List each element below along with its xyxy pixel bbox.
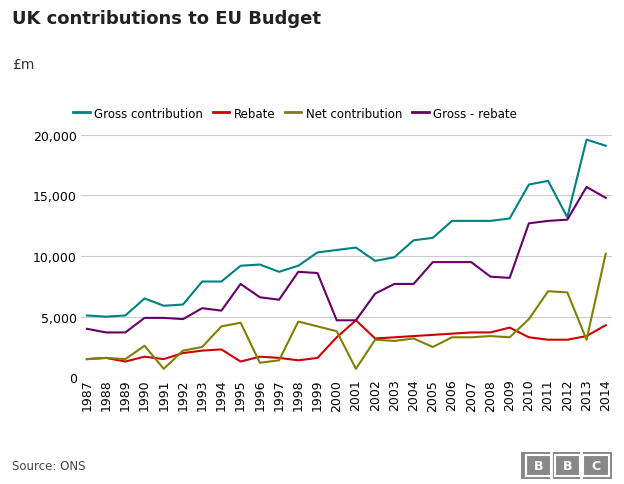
- FancyBboxPatch shape: [525, 455, 551, 476]
- FancyBboxPatch shape: [555, 455, 580, 476]
- Text: B: B: [562, 459, 572, 472]
- Text: £m: £m: [12, 58, 35, 72]
- Legend: Gross contribution, Rebate, Net contribution, Gross - rebate: Gross contribution, Rebate, Net contribu…: [68, 103, 522, 125]
- FancyBboxPatch shape: [583, 455, 609, 476]
- Text: B: B: [534, 459, 543, 472]
- Text: C: C: [592, 459, 601, 472]
- Text: UK contributions to EU Budget: UK contributions to EU Budget: [12, 10, 321, 28]
- Text: Source: ONS: Source: ONS: [12, 459, 86, 472]
